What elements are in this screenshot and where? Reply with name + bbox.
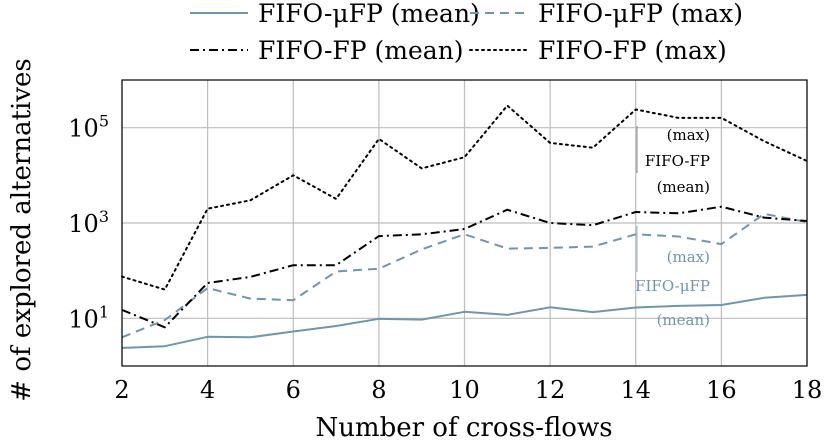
legend-label: FIFO-FP (max) — [538, 36, 727, 65]
x-tick-label: 18 — [792, 376, 823, 404]
legend-label: FIFO-FP (mean) — [258, 36, 464, 65]
legend-label: FIFO-μFP (max) — [538, 0, 743, 28]
x-tick-label: 6 — [286, 376, 301, 404]
legend: FIFO-μFP (mean) FIFO-μFP (max) FIFO-FP (me… — [190, 0, 743, 65]
y-tick-labels: 101 103 105 — [68, 112, 109, 334]
annotation-fp-max: (max) — [667, 126, 710, 144]
series-line — [121, 205, 808, 329]
x-tick-label: 10 — [449, 376, 480, 404]
x-tick-label: 4 — [200, 376, 215, 404]
x-tick-label: 14 — [620, 376, 651, 404]
series-lines — [121, 104, 808, 349]
x-axis-label: Number of cross-flows — [315, 413, 612, 443]
x-tick-label: 16 — [706, 376, 737, 404]
x-tick-labels: 2 4 6 8 10 12 14 16 18 — [114, 376, 822, 404]
x-tick-label: 8 — [371, 376, 386, 404]
x-tick-label: 2 — [114, 376, 129, 404]
x-tick-label: 12 — [535, 376, 566, 404]
y-tick-label: 103 — [68, 207, 109, 238]
annotation-fp-name: FIFO-FP — [645, 152, 710, 170]
annotations: (max) FIFO-FP (mean) (max) FIFO-μFP (mean) — [635, 126, 710, 329]
series-line — [121, 212, 808, 339]
annotation-ufp-name: FIFO-μFP — [635, 277, 710, 295]
annotation-ufp-max: (max) — [667, 248, 710, 266]
plot-frame — [121, 79, 808, 367]
y-tick-label: 101 — [68, 302, 109, 333]
annotation-fp-mean: (mean) — [657, 178, 710, 196]
legend-label: FIFO-μFP (mean) — [258, 0, 480, 28]
y-tick-label: 105 — [68, 112, 109, 143]
y-axis-label: # of explored alternatives — [7, 58, 37, 401]
series-line — [121, 293, 808, 349]
annotation-ufp-mean: (mean) — [657, 311, 710, 329]
